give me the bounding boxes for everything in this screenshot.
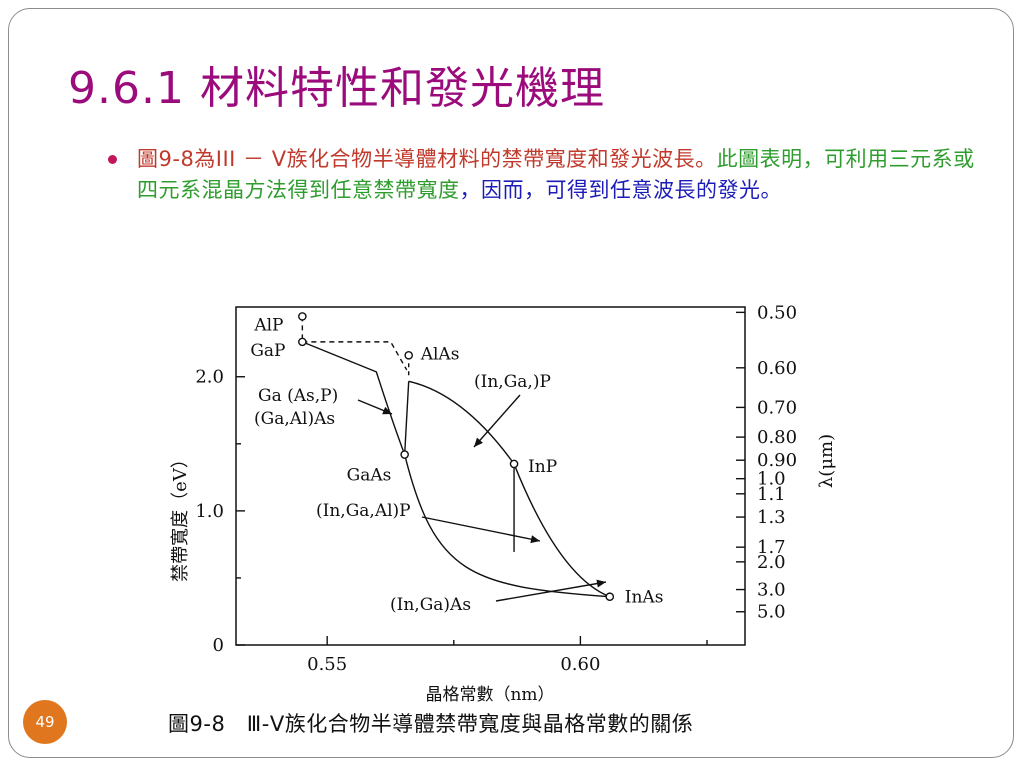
wavelength-tick-label: 2.0: [757, 552, 786, 573]
slide-frame: [8, 8, 1014, 758]
x-axis-label: 晶格常數（nm）: [425, 685, 554, 705]
wavelength-tick-label: 3.0: [757, 580, 786, 601]
y-axis-label: 禁帶寬度（eV）: [170, 450, 191, 582]
point-inas: [605, 592, 615, 602]
wavelength-tick-label: 1.7: [757, 537, 786, 558]
annotation-arrow-line: [495, 581, 607, 602]
annotation-arrowhead: [530, 535, 540, 544]
alloy-annotation: (In,Ga,)P: [474, 372, 551, 392]
point-label-gaas: GaAs: [347, 466, 392, 486]
x-tick-label: 0.55: [307, 654, 347, 675]
gap-alas-dashed-line: [302, 341, 408, 371]
y-tick-label: 1.0: [195, 501, 224, 522]
y-tick-label: 0: [213, 635, 224, 656]
wavelength-tick-label: 1.3: [757, 507, 786, 528]
ingap-curve: [408, 380, 515, 465]
point-label-alp: AlP: [253, 315, 283, 335]
annotation-arrowhead: [474, 437, 483, 447]
ingaas-curve: [403, 454, 610, 598]
wavelength-tick-label: 0.70: [757, 397, 797, 418]
annotation-arrowhead: [382, 406, 392, 415]
alloy-annotation: (In,Ga)As: [390, 595, 471, 615]
point-inp: [509, 459, 519, 469]
annotation-arrow-line: [473, 394, 521, 448]
wavelength-tick-label: 0.60: [757, 358, 797, 379]
alloy-annotation: Ga (As,P): [258, 386, 338, 406]
wavelength-tick-label: 5.0: [757, 602, 786, 623]
wavelength-tick-label: 0.80: [757, 427, 797, 448]
bullet-text: 圖9-8為III － V族化合物半導體材料的禁帶寬度和發光波長。此圖表明，可利用…: [137, 144, 985, 206]
annotation-arrowhead: [596, 579, 606, 588]
y-tick-label: 2.0: [195, 367, 224, 388]
plot-frame: [235, 306, 746, 646]
alloy-annotation: (Ga,Al)As: [254, 409, 335, 429]
point-alas: [404, 350, 414, 360]
slide-title: 9.6.1 材料特性和發光機理: [68, 63, 605, 114]
wavelength-tick-label: 0.50: [757, 302, 797, 323]
bullet-text-blue: ，因而，可得到任意波長的發光。: [459, 178, 782, 202]
x-tick-label: 0.60: [560, 654, 600, 675]
bullet-text-red: 圖9-8為III － V族化合物半導體材料的禁帶寬度和發光波長。: [137, 147, 717, 171]
alas-gaas-line: [403, 381, 410, 455]
slide-number-badge: 49: [23, 700, 67, 744]
alloy-annotation: (In,Ga,Al)P: [316, 501, 411, 521]
point-gaas: [400, 450, 409, 459]
inp-inas-curve: [513, 463, 611, 598]
wavelength-tick-label: 1.1: [757, 484, 786, 505]
point-label-gap: GaP: [250, 341, 285, 361]
wavelength-axis-label: λ(μm): [816, 434, 837, 488]
bullet-icon: [108, 155, 117, 164]
wavelength-tick-label: 0.90: [757, 450, 797, 471]
point-label-inp: InP: [528, 457, 557, 477]
annotation-arrow-line: [421, 516, 541, 542]
point-gap: [298, 337, 307, 347]
point-label-alas: AlAs: [420, 344, 460, 364]
wavelength-tick-label: 1.0: [757, 469, 786, 490]
bullet-text-green: 此圖表明，可利用三元系或四元系混晶方法得到任意禁帶寬度: [137, 147, 975, 202]
point-label-inas: InAs: [625, 588, 664, 608]
figure-caption: 圖9-8 Ⅲ-Ⅴ族化合物半導體禁帶寬度與晶格常數的關係: [168, 712, 694, 736]
point-alp: [298, 312, 307, 321]
